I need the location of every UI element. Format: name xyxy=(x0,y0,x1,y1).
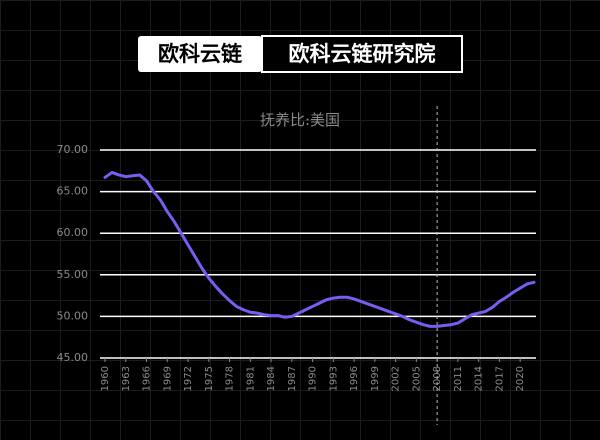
x-tick-label: 1972 xyxy=(183,366,194,391)
x-tick-label: 2020 xyxy=(515,366,526,391)
y-tick-label: 60.00 xyxy=(57,226,89,239)
y-tick-label: 50.00 xyxy=(57,309,89,322)
x-tick-label: 1960 xyxy=(100,366,111,391)
x-tick-label: 1996 xyxy=(349,366,360,391)
x-tick-label: 2005 xyxy=(411,366,422,391)
x-tick-label: 2017 xyxy=(494,366,505,391)
institute: 欧科云链研究院 xyxy=(289,42,436,66)
x-tick-label: 1963 xyxy=(121,366,132,391)
x-tick-label: 1969 xyxy=(162,366,173,391)
x-tick-label: 1987 xyxy=(287,366,298,391)
y-tick-label: 45.00 xyxy=(57,351,89,364)
x-tick-label: 1981 xyxy=(245,366,256,391)
x-tick-label: 1993 xyxy=(328,366,339,391)
x-tick-label: 1999 xyxy=(370,366,381,391)
brand-box xyxy=(138,36,262,72)
x-tick-label: 1990 xyxy=(308,366,319,391)
x-tick-label: 1966 xyxy=(142,366,153,391)
x-tick-label: 2011 xyxy=(453,366,464,391)
chart-title: 抚养比:美国 xyxy=(260,111,340,129)
y-tick-label: 70.00 xyxy=(57,143,89,156)
x-tick-label: 2014 xyxy=(474,366,485,391)
x-tick-label: 1975 xyxy=(204,366,215,391)
line-series xyxy=(103,170,536,328)
x-tick-label: 1984 xyxy=(266,366,277,391)
x-tick-label: 2002 xyxy=(391,366,402,391)
x-tick-label: 1978 xyxy=(225,366,236,391)
y-tick-label: 65.00 xyxy=(57,185,89,198)
institute-box xyxy=(261,35,463,73)
y-tick-label: 55.00 xyxy=(57,268,89,281)
brand: 欧科云链 xyxy=(158,42,243,66)
